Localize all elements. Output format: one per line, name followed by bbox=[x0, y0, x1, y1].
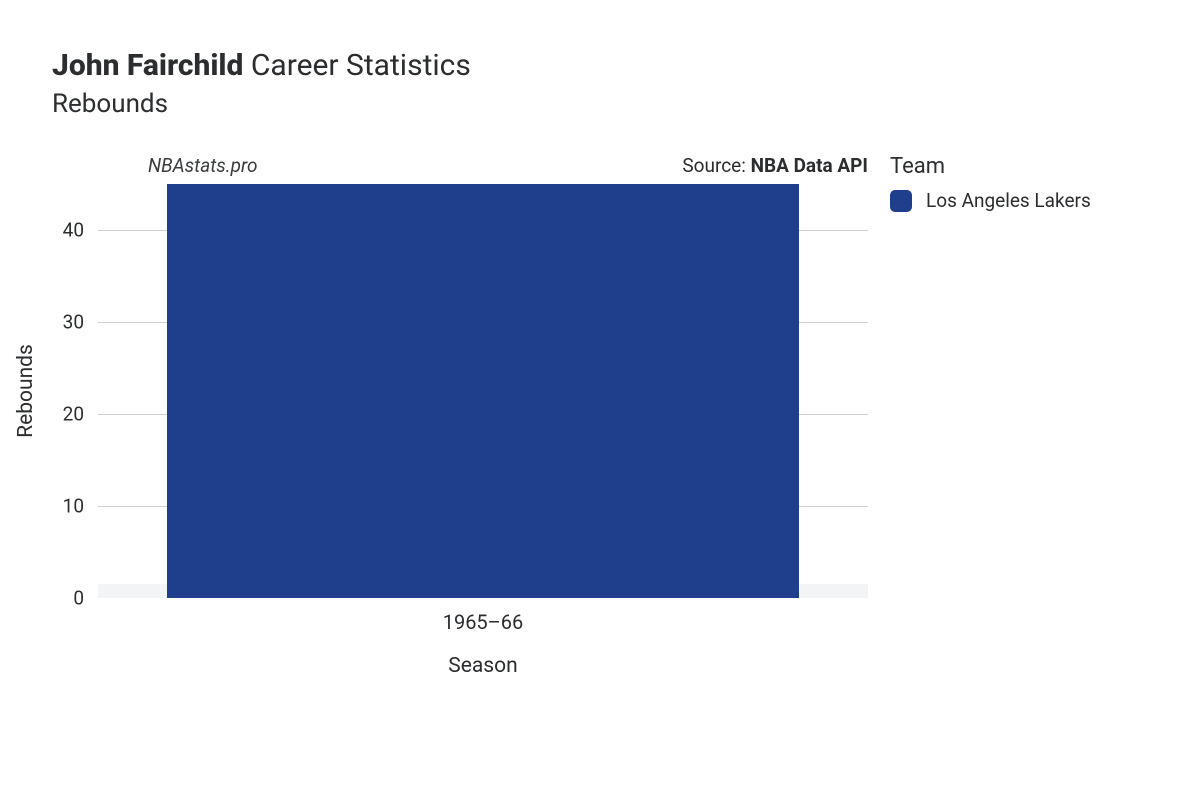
player-name: John Fairchild bbox=[52, 48, 243, 83]
chart-title: John Fairchild Career Statistics bbox=[52, 48, 1160, 83]
legend-title: Team bbox=[890, 154, 1091, 179]
title-block: John Fairchild Career Statistics Rebound… bbox=[52, 48, 1160, 119]
legend: Team Los Angeles Lakers bbox=[890, 154, 1091, 212]
chart-subtitle: Rebounds bbox=[52, 89, 1160, 119]
y-tick-label: 20 bbox=[44, 403, 84, 426]
plot-area: 0102030401965–66 bbox=[98, 184, 868, 598]
y-tick-label: 10 bbox=[44, 495, 84, 518]
y-tick-label: 0 bbox=[44, 587, 84, 610]
legend-swatch bbox=[890, 190, 912, 212]
source-prefix: Source: bbox=[682, 154, 750, 177]
meta-row: NBAstats.pro Source: NBA Data API bbox=[148, 154, 868, 177]
chart-container: John Fairchild Career Statistics Rebound… bbox=[0, 0, 1200, 800]
brand-label: NBAstats.pro bbox=[148, 154, 258, 177]
y-tick-label: 30 bbox=[44, 311, 84, 334]
y-tick-label: 40 bbox=[44, 219, 84, 242]
source-name: NBA Data API bbox=[751, 154, 868, 177]
source-label: Source: NBA Data API bbox=[682, 154, 868, 177]
legend-item: Los Angeles Lakers bbox=[890, 189, 1091, 212]
bar bbox=[167, 184, 798, 598]
x-axis-label: Season bbox=[448, 654, 517, 678]
y-axis-label: Rebounds bbox=[14, 344, 38, 438]
legend-label: Los Angeles Lakers bbox=[926, 189, 1091, 212]
x-tick-label: 1965–66 bbox=[443, 610, 524, 634]
title-suffix: Career Statistics bbox=[251, 48, 471, 83]
